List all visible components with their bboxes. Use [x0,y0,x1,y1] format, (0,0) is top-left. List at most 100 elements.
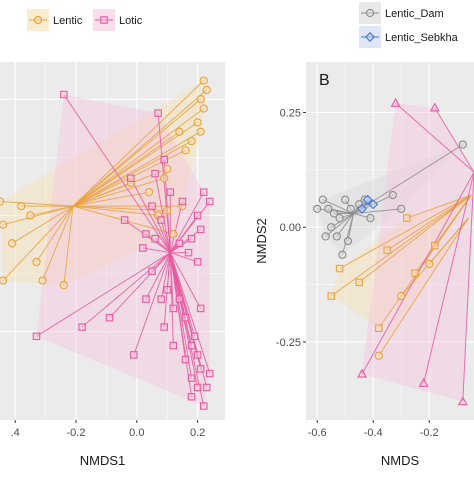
spider-line [2,205,74,226]
data-point [318,195,327,204]
data-point [193,211,202,220]
data-point [196,127,205,136]
data-point [346,204,355,214]
spider-line [109,252,171,319]
data-point [383,246,391,254]
y-tick-label: -0.25 [276,337,301,349]
x-tick-label: -0.6 [308,427,327,439]
spider-line [42,205,74,281]
data-point [187,136,196,146]
data-point [148,202,156,210]
data-point [59,281,69,290]
data-point [357,368,367,378]
data-point [196,365,205,373]
data-point [397,204,406,214]
spider-line [142,247,171,254]
spider-line [72,191,150,207]
data-point [196,304,205,313]
data-point [329,209,339,218]
data-point [362,194,373,205]
x-axis-title: NMDS1 [80,453,126,468]
data-point [338,250,347,259]
spider-line [339,194,472,269]
spider-line [330,194,472,297]
spider-line [157,113,171,253]
spider-line [169,252,193,397]
x-tick-label: -0.4 [364,427,383,439]
data-point [355,278,363,287]
data-point [313,204,322,214]
panel-background [306,62,474,420]
data-point [0,220,8,229]
legend-label: Lentic [53,15,83,27]
data-point [151,169,159,178]
x-tick-label: 0.0 [129,427,144,439]
data-point [324,204,333,214]
spider-line [423,172,474,384]
spider-line [72,89,208,207]
data-point [388,190,397,200]
x-tick-label: 0.2 [190,427,205,439]
x-tick-label: -0.2 [420,427,439,439]
spider-line [36,205,74,263]
data-point [139,244,147,252]
data-point [368,199,379,210]
data-point [169,229,178,239]
spider-line [133,252,171,356]
data-point [199,76,208,85]
data-point [160,155,168,164]
data-point [26,211,35,220]
data-point [193,383,202,392]
data-point [199,104,208,113]
data-point [157,216,165,224]
data-point [38,276,47,285]
legend-marker [33,15,43,25]
spider-line [169,215,199,253]
spider-line [11,205,74,244]
data-point [403,214,411,222]
data-point [60,90,68,99]
data-point [374,351,383,360]
spider-line [36,252,171,337]
spider-line [72,140,192,207]
spider-line [72,108,205,207]
data-point [163,206,172,215]
data-point [390,97,401,107]
data-point [184,248,193,257]
data-point [335,264,344,273]
spider-line [145,252,171,300]
data-point [187,341,196,350]
data-point [160,323,168,331]
legend-marker [365,8,375,18]
spider-line [406,194,472,219]
data-point [343,236,353,246]
data-point [178,197,187,206]
panel-label: B [319,72,330,89]
data-point [327,223,336,232]
spider-line [169,201,183,253]
spider-line [154,173,171,253]
data-point [166,188,175,196]
data-point [187,374,196,382]
spider-line [170,252,198,263]
data-point [151,234,159,243]
spider-line [160,252,171,300]
spider-line [336,213,355,237]
data-point [181,313,190,322]
data-point [157,295,165,303]
data-point [375,324,383,332]
spider-line [72,182,131,207]
data-point [105,313,114,322]
data-point [457,396,468,406]
data-point [206,369,214,378]
data-point [160,174,169,183]
spider-line [63,94,171,253]
data-point [144,188,154,197]
data-point [163,286,171,294]
data-point [206,197,214,206]
spider-line [72,205,168,212]
spider-line [81,252,171,328]
spider-line [72,80,205,207]
data-point [199,402,208,410]
spider-line [169,252,174,346]
